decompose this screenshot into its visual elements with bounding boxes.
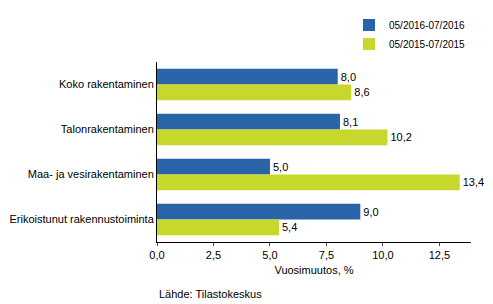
- svg-text:Vuosimuutos, %: Vuosimuutos, %: [274, 264, 353, 276]
- svg-text:Erikoistunut rakennustoiminta: Erikoistunut rakennustoiminta: [10, 213, 155, 225]
- svg-text:8,0: 8,0: [341, 71, 356, 83]
- svg-text:10,0: 10,0: [372, 249, 393, 261]
- svg-text:Maa- ja vesirakentaminen: Maa- ja vesirakentaminen: [28, 168, 154, 180]
- svg-text:9,0: 9,0: [363, 206, 378, 218]
- svg-text:05/2015-07/2015: 05/2015-07/2015: [389, 39, 465, 50]
- svg-text:13,4: 13,4: [463, 176, 484, 188]
- svg-text:Talonrakentaminen: Talonrakentaminen: [61, 123, 154, 135]
- svg-text:12,5: 12,5: [429, 249, 450, 261]
- svg-text:7,5: 7,5: [319, 249, 334, 261]
- svg-text:5,0: 5,0: [262, 249, 277, 261]
- svg-text:05/2016-07/2016: 05/2016-07/2016: [389, 20, 465, 31]
- svg-text:5,0: 5,0: [273, 161, 288, 173]
- svg-text:Koko rakentaminen: Koko rakentaminen: [59, 78, 154, 90]
- svg-text:2,5: 2,5: [206, 249, 221, 261]
- svg-text:5,4: 5,4: [282, 221, 297, 233]
- svg-text:8,1: 8,1: [343, 116, 358, 128]
- svg-text:8,6: 8,6: [354, 86, 369, 98]
- svg-text:Lähde: Tilastokeskus: Lähde: Tilastokeskus: [159, 288, 262, 300]
- svg-text:0,0: 0,0: [149, 249, 164, 261]
- svg-text:10,2: 10,2: [390, 131, 411, 143]
